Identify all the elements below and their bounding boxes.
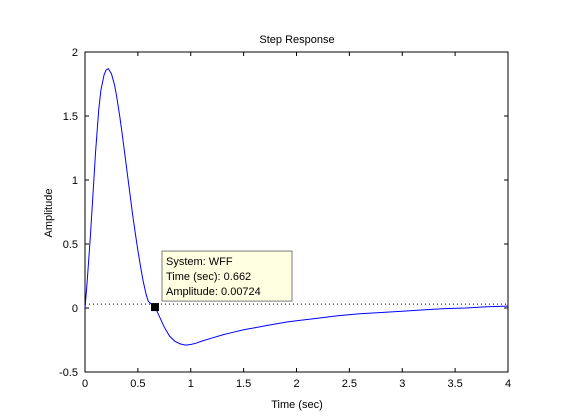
y-axis-label: Amplitude (43, 189, 55, 238)
datatip-marker[interactable] (151, 303, 160, 312)
x-axis-ticks: 0 0.5 1 1.5 2 2.5 3 3.5 4 (82, 52, 511, 390)
x-tick-label: 1.5 (236, 378, 251, 390)
x-tick-label: 4 (505, 378, 511, 390)
x-tick-label: 1 (188, 378, 194, 390)
y-tick-label: 1.5 (63, 111, 78, 123)
x-tick-label: 0 (82, 378, 88, 390)
x-tick-label: 3 (399, 378, 405, 390)
series-layer (84, 67, 509, 346)
y-axis-ticks: -0.5 0 0.5 1 1.5 2 (59, 47, 508, 379)
y-tick-label: 1 (72, 175, 78, 187)
y-tick-label: 2 (72, 47, 78, 59)
y-tick-label: -0.5 (59, 367, 78, 379)
datatip-box[interactable]: System: WFF Time (sec): 0.662 Amplitude:… (161, 250, 293, 302)
x-tick-label: 2.5 (342, 378, 357, 390)
x-tick-label: 3.5 (447, 378, 462, 390)
series-line (84, 67, 509, 346)
datatip-time-label: Time (sec): 0.662 (166, 271, 251, 283)
chart-title: Step Response (259, 34, 334, 46)
x-axis-label: Time (sec) (271, 399, 323, 411)
datatip-amplitude-label: Amplitude: 0.00724 (166, 286, 261, 298)
plot-area (84, 51, 509, 373)
datatip-system-label: System: WFF (166, 256, 233, 268)
x-tick-label: 0.5 (130, 378, 145, 390)
datatip-background (161, 250, 293, 302)
y-tick-label: 0.5 (63, 239, 78, 251)
x-tick-label: 2 (293, 378, 299, 390)
y-tick-label: 0 (72, 303, 78, 315)
